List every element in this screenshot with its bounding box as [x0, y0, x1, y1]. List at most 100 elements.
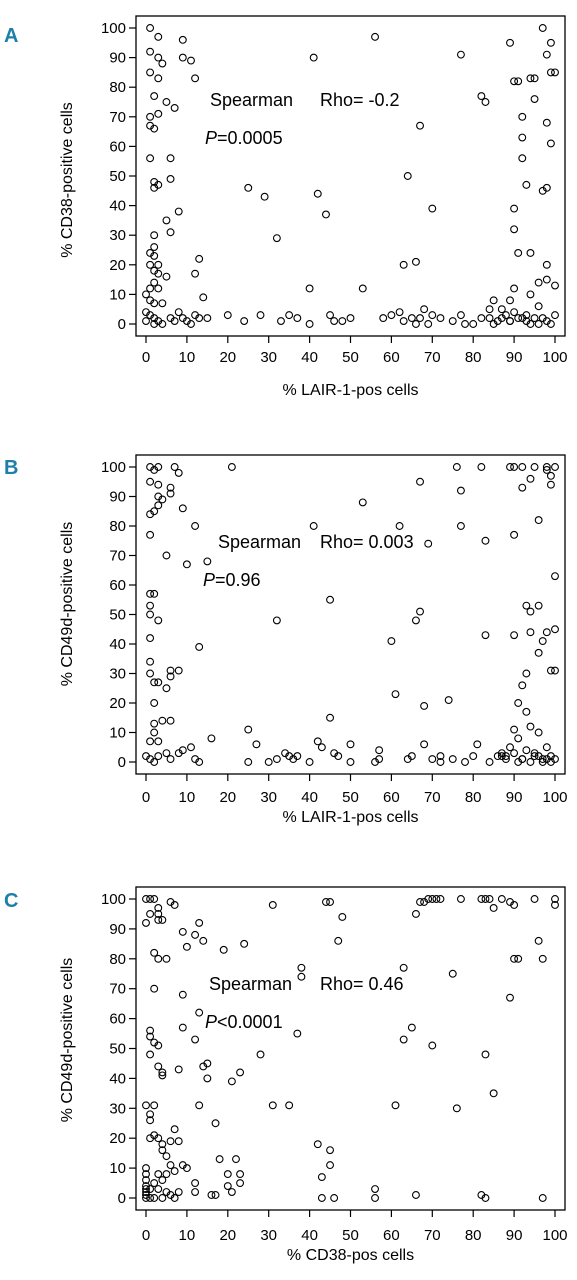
data-point — [199, 936, 208, 945]
scatter-panel-b: B 0 10 20 30 40 50 60 70 80 90 100 0 10 20 30 40 50 60 70 80… — [4, 454, 568, 826]
data-point — [330, 317, 339, 325]
data-point — [178, 53, 187, 62]
x-tick-label: 90 — [506, 1227, 523, 1244]
x-tick-label: 0 — [142, 349, 150, 366]
data-point — [526, 628, 535, 637]
data-point — [346, 314, 355, 323]
data-point — [510, 204, 519, 213]
data-point — [150, 984, 159, 993]
y-tick-label: 0 — [118, 1190, 126, 1207]
data-point — [534, 936, 543, 945]
data-point — [317, 743, 326, 752]
data-point — [534, 516, 543, 525]
data-point — [178, 990, 187, 999]
panel-letter: C — [4, 890, 18, 912]
data-point — [428, 311, 437, 320]
data-point — [506, 38, 514, 47]
data-point — [526, 474, 535, 483]
data-point — [154, 74, 163, 83]
data-point — [150, 895, 159, 903]
data-point — [358, 284, 367, 293]
y-axis-title: % CD38-positive cells — [59, 102, 76, 258]
data-point — [518, 133, 527, 142]
rho-label: Rho= 0.46 — [320, 974, 404, 994]
data-point — [485, 305, 494, 314]
data-point — [227, 1188, 236, 1196]
data-point — [146, 24, 155, 32]
data-point — [170, 1167, 179, 1176]
data-point — [526, 758, 535, 766]
x-tick-label: 90 — [506, 349, 523, 366]
data-point — [313, 189, 322, 198]
data-point — [542, 275, 551, 284]
data-point — [158, 495, 167, 504]
p-value-label: P=0.0005 — [205, 128, 283, 148]
data-point — [162, 98, 171, 106]
data-point — [420, 305, 429, 314]
data-point — [146, 634, 155, 643]
data-point — [170, 1125, 179, 1134]
y-tick-label: 20 — [109, 1130, 126, 1147]
data-point — [146, 1185, 155, 1193]
data-point — [268, 901, 277, 909]
data-point — [411, 1191, 420, 1199]
x-tick-label: 80 — [465, 1227, 482, 1244]
data-point — [191, 1188, 200, 1196]
data-point — [166, 755, 175, 763]
data-point — [501, 752, 510, 761]
data-point — [191, 74, 200, 83]
data-point — [285, 311, 294, 320]
data-point — [174, 207, 183, 216]
data-point — [428, 755, 437, 763]
data-point — [489, 904, 498, 912]
data-point — [510, 749, 519, 758]
data-point — [166, 228, 175, 237]
data-point — [158, 915, 167, 924]
y-tick-label: 10 — [109, 725, 126, 742]
data-point — [399, 260, 408, 269]
data-point — [166, 1137, 175, 1146]
data-point — [538, 954, 547, 963]
data-point — [411, 909, 420, 918]
data-point — [346, 758, 355, 766]
data-point — [534, 728, 543, 737]
y-axis-title: % CD49d-positive cells — [59, 958, 76, 1123]
data-point — [154, 915, 163, 924]
data-point — [399, 963, 408, 972]
data-point — [416, 477, 424, 486]
data-point — [371, 32, 379, 41]
data-point — [375, 746, 384, 755]
x-tick-label: 30 — [260, 789, 277, 806]
data-point — [481, 1050, 490, 1059]
data-point — [203, 1059, 212, 1068]
data-point — [154, 1041, 163, 1050]
data-point — [154, 53, 163, 62]
data-point — [432, 895, 441, 903]
x-tick-label: 20 — [219, 1227, 236, 1244]
x-tick-label: 50 — [342, 1227, 359, 1244]
y-tick-label: 60 — [109, 138, 126, 155]
data-point — [207, 734, 216, 743]
data-point — [542, 50, 551, 59]
data-point — [166, 489, 175, 498]
x-tick-label: 90 — [506, 789, 523, 806]
data-point — [514, 734, 523, 743]
data-point — [551, 572, 559, 581]
data-point — [158, 716, 167, 725]
data-point — [170, 901, 179, 909]
x-tick-label: 40 — [301, 349, 318, 366]
data-point — [534, 278, 543, 287]
data-point — [518, 314, 527, 323]
data-point — [530, 314, 539, 323]
data-point — [142, 1185, 150, 1193]
data-point — [158, 299, 167, 308]
p-value: <0.0001 — [217, 1012, 283, 1032]
data-point — [142, 895, 150, 903]
data-point — [436, 895, 445, 903]
data-point — [174, 308, 183, 317]
data-point — [477, 895, 486, 903]
p-value-label: P<0.0001 — [205, 1012, 283, 1032]
data-point — [469, 320, 478, 328]
data-point — [170, 103, 179, 112]
